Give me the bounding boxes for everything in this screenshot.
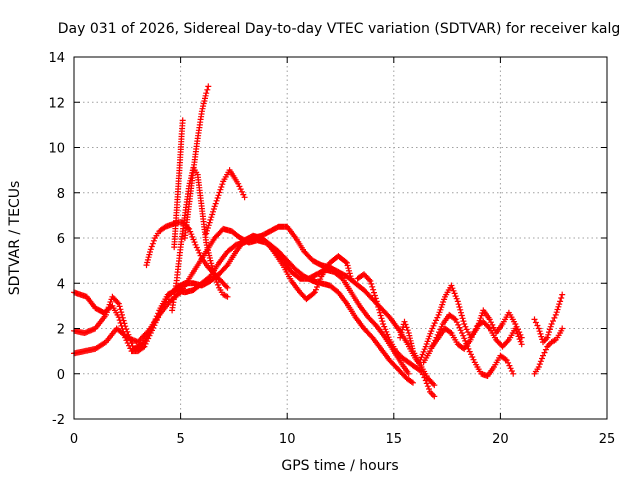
data-point-marker	[171, 141, 185, 251]
series-track-7	[181, 83, 212, 241]
data-point-marker	[202, 234, 231, 300]
x-tick-label: 15	[386, 432, 403, 447]
series-track-14	[531, 291, 566, 346]
data-point-marker	[477, 307, 525, 341]
y-tick-label: 12	[48, 96, 65, 111]
data-point-marker	[269, 246, 324, 303]
series-track-2	[71, 223, 438, 389]
x-tick-label: 0	[70, 432, 78, 447]
data-point-marker	[470, 352, 517, 379]
x-tick-label: 25	[599, 432, 616, 447]
y-tick-label: -2	[52, 413, 65, 428]
data-point-marker	[531, 291, 566, 346]
y-axis-label: SDTVAR / TECUs	[7, 181, 23, 296]
series-track-15	[531, 325, 566, 377]
gridlines	[74, 57, 607, 419]
chart-title: Day 031 of 2026, Sidereal Day-to-day VTE…	[58, 21, 620, 37]
series-track-10	[354, 271, 438, 400]
x-tick-label: 5	[176, 432, 184, 447]
data-point-marker	[143, 219, 196, 269]
y-tick-label: 2	[57, 323, 65, 338]
data-marks	[71, 83, 566, 400]
data-point-marker	[169, 201, 190, 314]
x-tick-label: 10	[279, 432, 296, 447]
data-point-marker	[318, 253, 355, 282]
series-track-6	[171, 117, 186, 251]
data-point-marker	[531, 325, 566, 377]
y-tick-label: 4	[57, 277, 65, 292]
y-tick-label: 6	[57, 232, 65, 247]
data-point-marker	[178, 117, 186, 145]
y-tick-label: 0	[57, 368, 65, 383]
data-point-marker	[397, 314, 441, 366]
data-point-marker	[363, 328, 416, 386]
data-point-marker	[203, 167, 248, 237]
y-tick-label: 14	[48, 51, 65, 66]
data-point-marker	[262, 223, 316, 264]
series-track-13	[429, 318, 525, 352]
x-tick-label: 20	[492, 432, 509, 447]
data-point-marker	[181, 132, 202, 241]
data-point-marker	[195, 83, 212, 136]
data-point-marker	[429, 319, 486, 352]
x-axis-label: GPS time / hours	[281, 458, 398, 474]
data-point-marker	[480, 318, 525, 350]
series-track-8	[203, 167, 248, 237]
series-track-9	[269, 246, 355, 303]
y-tick-label: 10	[48, 142, 65, 157]
series-track-11	[397, 282, 525, 366]
axis-ticks: 0 5 10 15 20 25 -2 0 2 4 6 8 10 12 14	[48, 51, 615, 447]
y-tick-label: 8	[57, 187, 65, 202]
series-track-5	[169, 164, 231, 314]
data-point-marker	[398, 353, 438, 400]
data-point-marker	[354, 271, 403, 359]
